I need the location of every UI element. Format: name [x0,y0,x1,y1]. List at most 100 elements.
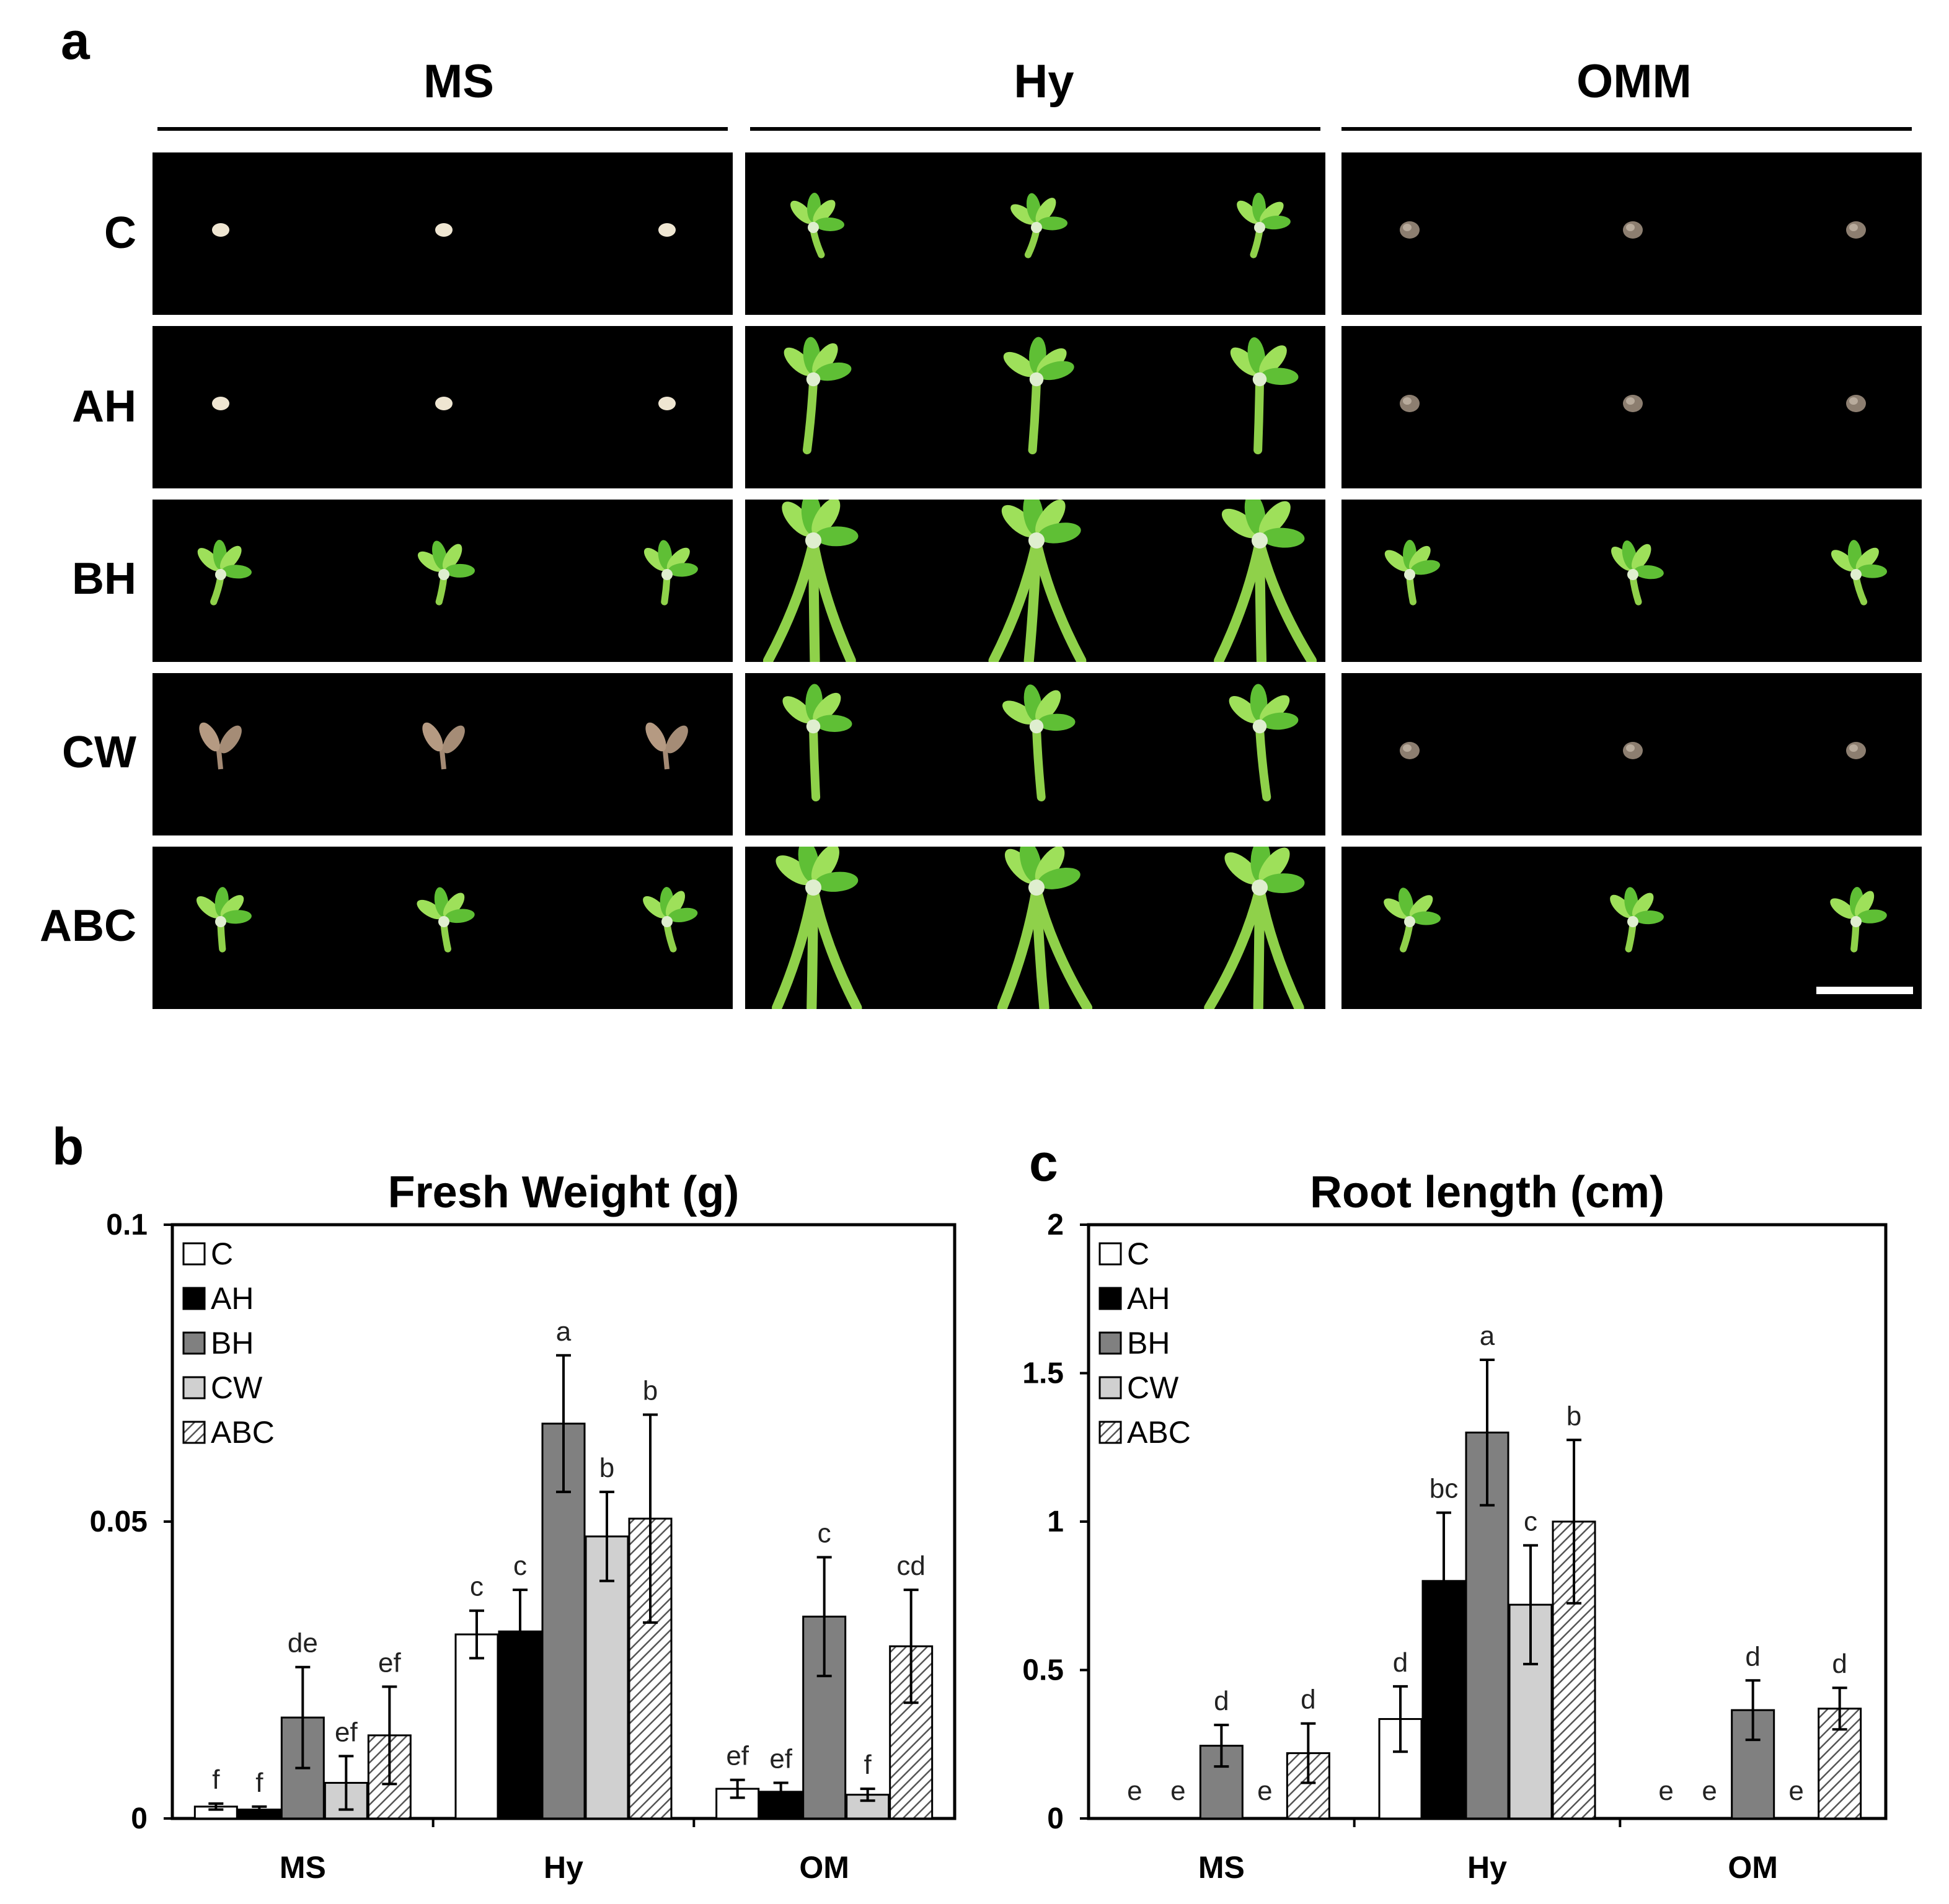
photo-omm-abc [1341,847,1922,1009]
significance-label: ef [378,1647,401,1678]
significance-label: c [470,1572,484,1602]
legend-swatch-abc [182,1421,206,1444]
row-label-c: C [104,208,136,258]
significance-label: a [556,1316,572,1347]
seedling-brown [1846,395,1866,412]
seedling-brown [1846,742,1866,759]
row-label-cw: CW [62,728,136,777]
significance-label: ef [726,1741,749,1771]
significance-label: c [818,1518,831,1548]
seedling-small [417,887,475,953]
y-tick-label: 2 [1047,1209,1064,1241]
y-tick-label: 1 [1047,1505,1064,1538]
row-label-bh: BH [72,554,136,604]
column-title-ms: MS [423,55,494,108]
photo-ms-bh [152,500,733,662]
x-category-label: MS [280,1850,326,1885]
photo-omm-ah [1341,326,1922,488]
seedling-small [1831,540,1887,606]
significance-label: f [864,1750,872,1780]
x-category-label: MS [1198,1850,1245,1885]
seedling-small [197,540,252,606]
seedling-seed [435,397,453,410]
bar-cw [585,1535,629,1820]
seedling-large [988,492,1087,666]
seedling-medium [1229,684,1299,801]
seedling-small [1384,540,1440,606]
photo-omm-bh [1341,500,1922,662]
column-title-hy: Hy [1014,55,1074,108]
photo-ms-c [152,152,733,315]
significance-label: ef [769,1744,792,1774]
seedling-small [1830,887,1887,953]
significance-label: e [1658,1776,1673,1806]
chart-title: Root length (cm) [1310,1168,1664,1217]
significance-label: d [1301,1685,1315,1715]
legend-swatch-bh [1098,1331,1122,1355]
seedling-small [1610,887,1664,953]
seedling-small [643,887,698,953]
significance-label: c [1524,1506,1537,1536]
seedling-small [1010,193,1067,258]
seedling-brown [1846,221,1866,239]
column-rule-hy [750,127,1320,131]
legend-label-cw: CW [1127,1370,1179,1405]
significance-label: a [1480,1321,1495,1351]
y-tick-label: 0 [1047,1802,1064,1835]
panel-c-letter: c [1029,1134,1058,1192]
significance-label: b [599,1453,614,1483]
seedling-tan [422,722,465,770]
legend-swatch-cw [182,1376,206,1399]
panel-b-letter: b [52,1117,84,1176]
legend-swatch-bh [182,1331,206,1355]
legend-label-abc: ABC [1127,1415,1191,1450]
seedling-large [997,840,1093,1013]
significance-label: d [1832,1649,1847,1679]
photo-ms-cw [152,673,733,835]
photo-hy-ah [745,326,1325,488]
seedling-small [790,193,844,258]
significance-label: ef [335,1717,358,1747]
row-label-ah: AH [72,382,136,431]
seedling-small [1237,193,1291,258]
y-tick-label: 0.5 [1022,1654,1064,1687]
seedling-medium [784,337,852,454]
y-tick-label: 0.05 [90,1505,148,1538]
row-label-abc: ABC [40,901,136,951]
column-rule-ms [157,127,728,131]
seedling-medium [1230,337,1299,454]
legend-label-c: C [211,1236,233,1271]
scale-bar [1816,987,1913,994]
legend-label-c: C [1127,1236,1149,1271]
seedling-small [196,887,252,953]
legend-label-ah: AH [211,1281,254,1316]
photo-ms-abc [152,847,733,1009]
legend-swatch-ah [1098,1287,1122,1310]
column-title-omm: OMM [1576,55,1692,108]
legend-label-cw: CW [211,1370,263,1405]
y-tick-label: 1.5 [1022,1357,1064,1390]
seedling-tan [645,722,688,770]
legend-label-bh: BH [211,1326,254,1360]
chart-title: Fresh Weight (g) [388,1168,740,1217]
significance-label: d [1214,1686,1229,1716]
seedling-brown [1623,742,1643,759]
seedling-brown [1400,395,1420,412]
x-category-label: OM [1728,1850,1778,1885]
legend-swatch-c [1098,1242,1122,1266]
significance-label: e [1257,1776,1272,1806]
legend-swatch-cw [1098,1376,1122,1399]
photo-omm-c [1341,152,1922,315]
seedling-medium [1003,337,1074,454]
legend-swatch-ah [182,1287,206,1310]
seedling-brown [1623,395,1643,412]
photo-hy-c [745,152,1325,315]
seedling-large [1204,839,1305,1013]
significance-label: f [255,1768,263,1798]
photo-hy-bh [745,491,1325,666]
seedling-medium [782,684,852,801]
significance-label: b [1567,1401,1581,1431]
significance-label: e [1788,1776,1803,1806]
seedling-seed [212,223,229,237]
photo-omm-cw [1341,673,1922,835]
